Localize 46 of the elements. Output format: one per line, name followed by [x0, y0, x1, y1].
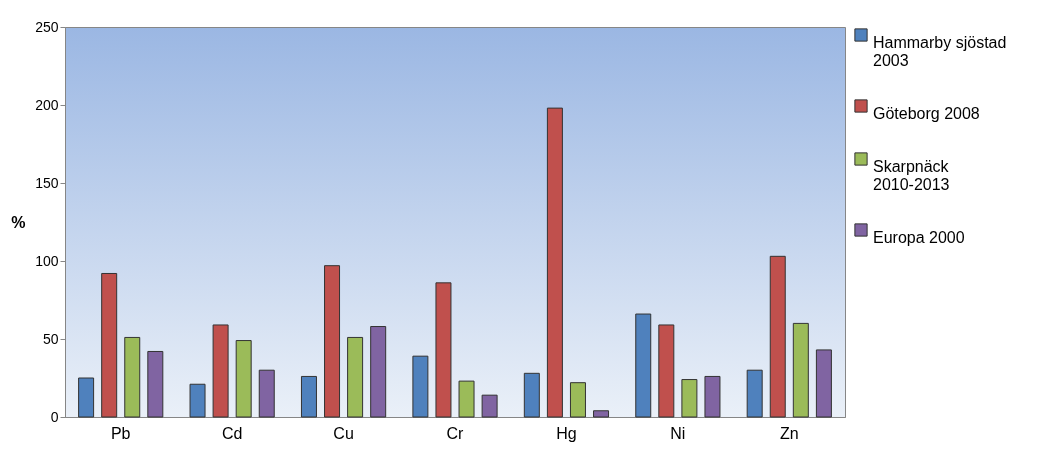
bar: [324, 265, 341, 418]
x-tick-label: Pb: [110, 424, 131, 442]
bar: [481, 394, 498, 418]
x-tick-label: Hg: [556, 424, 577, 442]
bar: [101, 272, 118, 418]
x-tick-label: Ni: [670, 424, 686, 442]
y-tick-label: 150: [35, 174, 59, 191]
legend-label: Göteborg 2008: [873, 105, 980, 122]
x-tick-label: Zn: [779, 424, 799, 442]
y-tick-label: 250: [35, 18, 59, 35]
bar: [147, 350, 164, 418]
bar: [523, 372, 540, 418]
bar: [300, 375, 317, 418]
bar: [435, 282, 452, 418]
y-tick-label: 0: [50, 408, 59, 425]
legend-label: Skarpnäck 2010-2013: [873, 158, 950, 193]
bar: [746, 369, 763, 418]
bar: [258, 369, 275, 418]
bar: [593, 410, 610, 418]
bar: [681, 379, 698, 418]
bar: [792, 322, 809, 418]
y-axis-title: %: [11, 213, 26, 231]
x-tick-label: Cu: [333, 424, 354, 442]
x-tick-label: Cd: [221, 424, 243, 442]
bar: [635, 313, 652, 418]
bar: [569, 382, 586, 418]
bar: [189, 383, 206, 418]
bar: [370, 326, 387, 418]
bar: [412, 355, 429, 418]
bar: [78, 377, 95, 418]
legend-label: Europa 2000: [873, 229, 965, 246]
bar: [458, 380, 475, 418]
bar: [347, 336, 364, 418]
y-tick-label: 100: [35, 252, 59, 269]
y-tick-label: 50: [42, 330, 59, 347]
bar: [658, 324, 675, 418]
bar: [212, 324, 229, 418]
bar: [235, 340, 252, 418]
bar: [546, 107, 563, 418]
y-tick-label: 200: [35, 96, 59, 113]
bar: [124, 336, 141, 418]
x-tick-label: Cr: [446, 424, 465, 442]
legend-label: Hammarby sjöstad 2003: [873, 34, 1007, 69]
bar: [769, 255, 786, 418]
bar: [815, 349, 832, 418]
bar: [704, 375, 721, 418]
